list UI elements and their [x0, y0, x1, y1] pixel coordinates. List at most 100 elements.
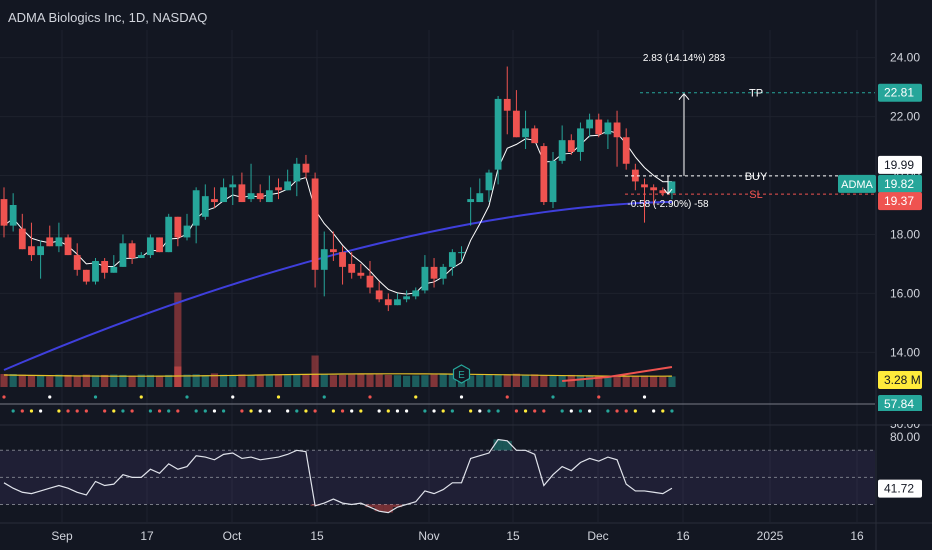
candle-body: [92, 260, 99, 282]
time-axis-tick: Oct: [223, 529, 242, 543]
squeeze-dot: [560, 409, 564, 413]
squeeze-dot: [578, 409, 583, 413]
candle-body: [339, 252, 346, 267]
squeeze-dot: [386, 409, 390, 413]
volume-bar: [329, 375, 337, 387]
volume-bar: [274, 374, 283, 387]
candle-body: [18, 228, 26, 250]
squeeze-dot: [276, 395, 281, 399]
candle-body: [513, 110, 520, 138]
squeeze-hidden-label: 50.00: [878, 411, 932, 431]
time-axis-tick: 16: [676, 529, 690, 543]
candle-body: [110, 266, 118, 273]
candle: [275, 178, 282, 200]
sl-distance-text: -0.58 (-2.90%) -58: [627, 199, 709, 210]
squeeze-dot: [194, 409, 198, 413]
candle: [522, 110, 529, 150]
volume-bar: [110, 374, 118, 387]
earnings-marker: E: [452, 364, 471, 384]
candle: [284, 169, 292, 191]
volume-ema-line: [562, 366, 673, 382]
tp-label: TP: [749, 88, 763, 100]
squeeze-dot: [167, 409, 171, 413]
time-axis-tick: 17: [140, 529, 154, 543]
squeeze-dot: [597, 395, 601, 399]
candle-body: [28, 246, 35, 256]
candle-body: [485, 172, 493, 191]
rsi-pane[interactable]: [0, 438, 875, 514]
volume-bar: [613, 376, 621, 387]
squeeze-dot: [350, 409, 354, 413]
candle: [622, 128, 630, 170]
candle-body: [238, 184, 246, 203]
squeeze-dot: [93, 395, 98, 399]
candle-body: [229, 184, 237, 188]
squeeze-indicator-pane[interactable]: [0, 395, 875, 413]
squeeze-dot: [148, 409, 152, 413]
price-badges: 22.81 19.99 19.82 19.37 3.28 M 57.8450.0080.0…: [838, 83, 932, 498]
earnings-marker-label: E: [458, 370, 465, 381]
candle-body: [522, 128, 529, 138]
price-pane[interactable]: [0, 66, 676, 371]
candle-body: [494, 98, 502, 170]
volume-bar: [37, 375, 45, 387]
candle-body: [46, 237, 54, 247]
trade-levels[interactable]: TP BUY SL 2.83 (14.14%) 283 -0.58 (-2.90%) -…: [625, 53, 875, 210]
volume-bar: [521, 374, 530, 387]
last-price-badge-text: 19.82: [884, 177, 914, 191]
candle-body: [668, 181, 676, 194]
volume-bar: [247, 375, 255, 387]
candle-body: [631, 169, 639, 182]
candle-body: [595, 119, 603, 135]
rsi-value-badge: 41.72: [878, 479, 922, 498]
candle: [595, 113, 603, 138]
volume-bar: [485, 374, 493, 387]
squeeze-dot: [423, 409, 427, 413]
volume-badge-text: 3.28 M: [884, 373, 921, 387]
time-axis-tick: 15: [310, 529, 324, 543]
volume-bar: [101, 374, 109, 387]
squeeze-dot: [185, 395, 189, 399]
candle-body: [128, 243, 136, 259]
candle: [147, 234, 154, 259]
candle: [485, 169, 493, 203]
volume-pane[interactable]: E: [0, 292, 676, 388]
candle: [494, 95, 502, 185]
volume-bar: [558, 375, 566, 387]
sl-price-badge: 19.37: [878, 192, 922, 211]
squeeze-dot: [57, 409, 61, 413]
entry-price-badge-bg: [878, 155, 922, 174]
price-axis-tick: 22.00: [890, 110, 920, 124]
time-axis-tick: Sep: [51, 529, 73, 543]
squeeze-dot: [542, 409, 546, 413]
volume-bar: [137, 374, 145, 387]
candle: [448, 249, 456, 276]
squeeze-dot: [624, 409, 628, 413]
candle-body: [247, 193, 255, 200]
volume-bar: [650, 375, 658, 387]
candle-body: [192, 190, 200, 226]
time-axis-tick: 15: [506, 529, 520, 543]
sl-arrowhead: [663, 188, 673, 195]
squeeze-dot: [130, 409, 134, 413]
squeeze-dot: [267, 409, 271, 413]
volume-bar: [220, 374, 228, 387]
sl-label: SL: [749, 189, 762, 201]
candle-body: [293, 163, 301, 182]
symbol-tag-text: ADMA: [841, 179, 873, 191]
tp-price-badge-bg: [878, 83, 922, 102]
volume-bar: [494, 374, 502, 387]
volume-bar: [91, 375, 100, 387]
candle: [256, 184, 264, 203]
candle-body: [448, 252, 456, 267]
volume-spike-bar: [311, 355, 319, 387]
volume-bar: [201, 375, 209, 387]
volume-bar: [64, 374, 72, 387]
time-axis-tick: 2025: [757, 529, 784, 543]
candle-body: [558, 140, 566, 161]
volume-bar: [576, 375, 585, 387]
time-axis-tick: 16: [850, 529, 864, 543]
candle: [412, 287, 420, 300]
volume-bar: [192, 374, 200, 387]
